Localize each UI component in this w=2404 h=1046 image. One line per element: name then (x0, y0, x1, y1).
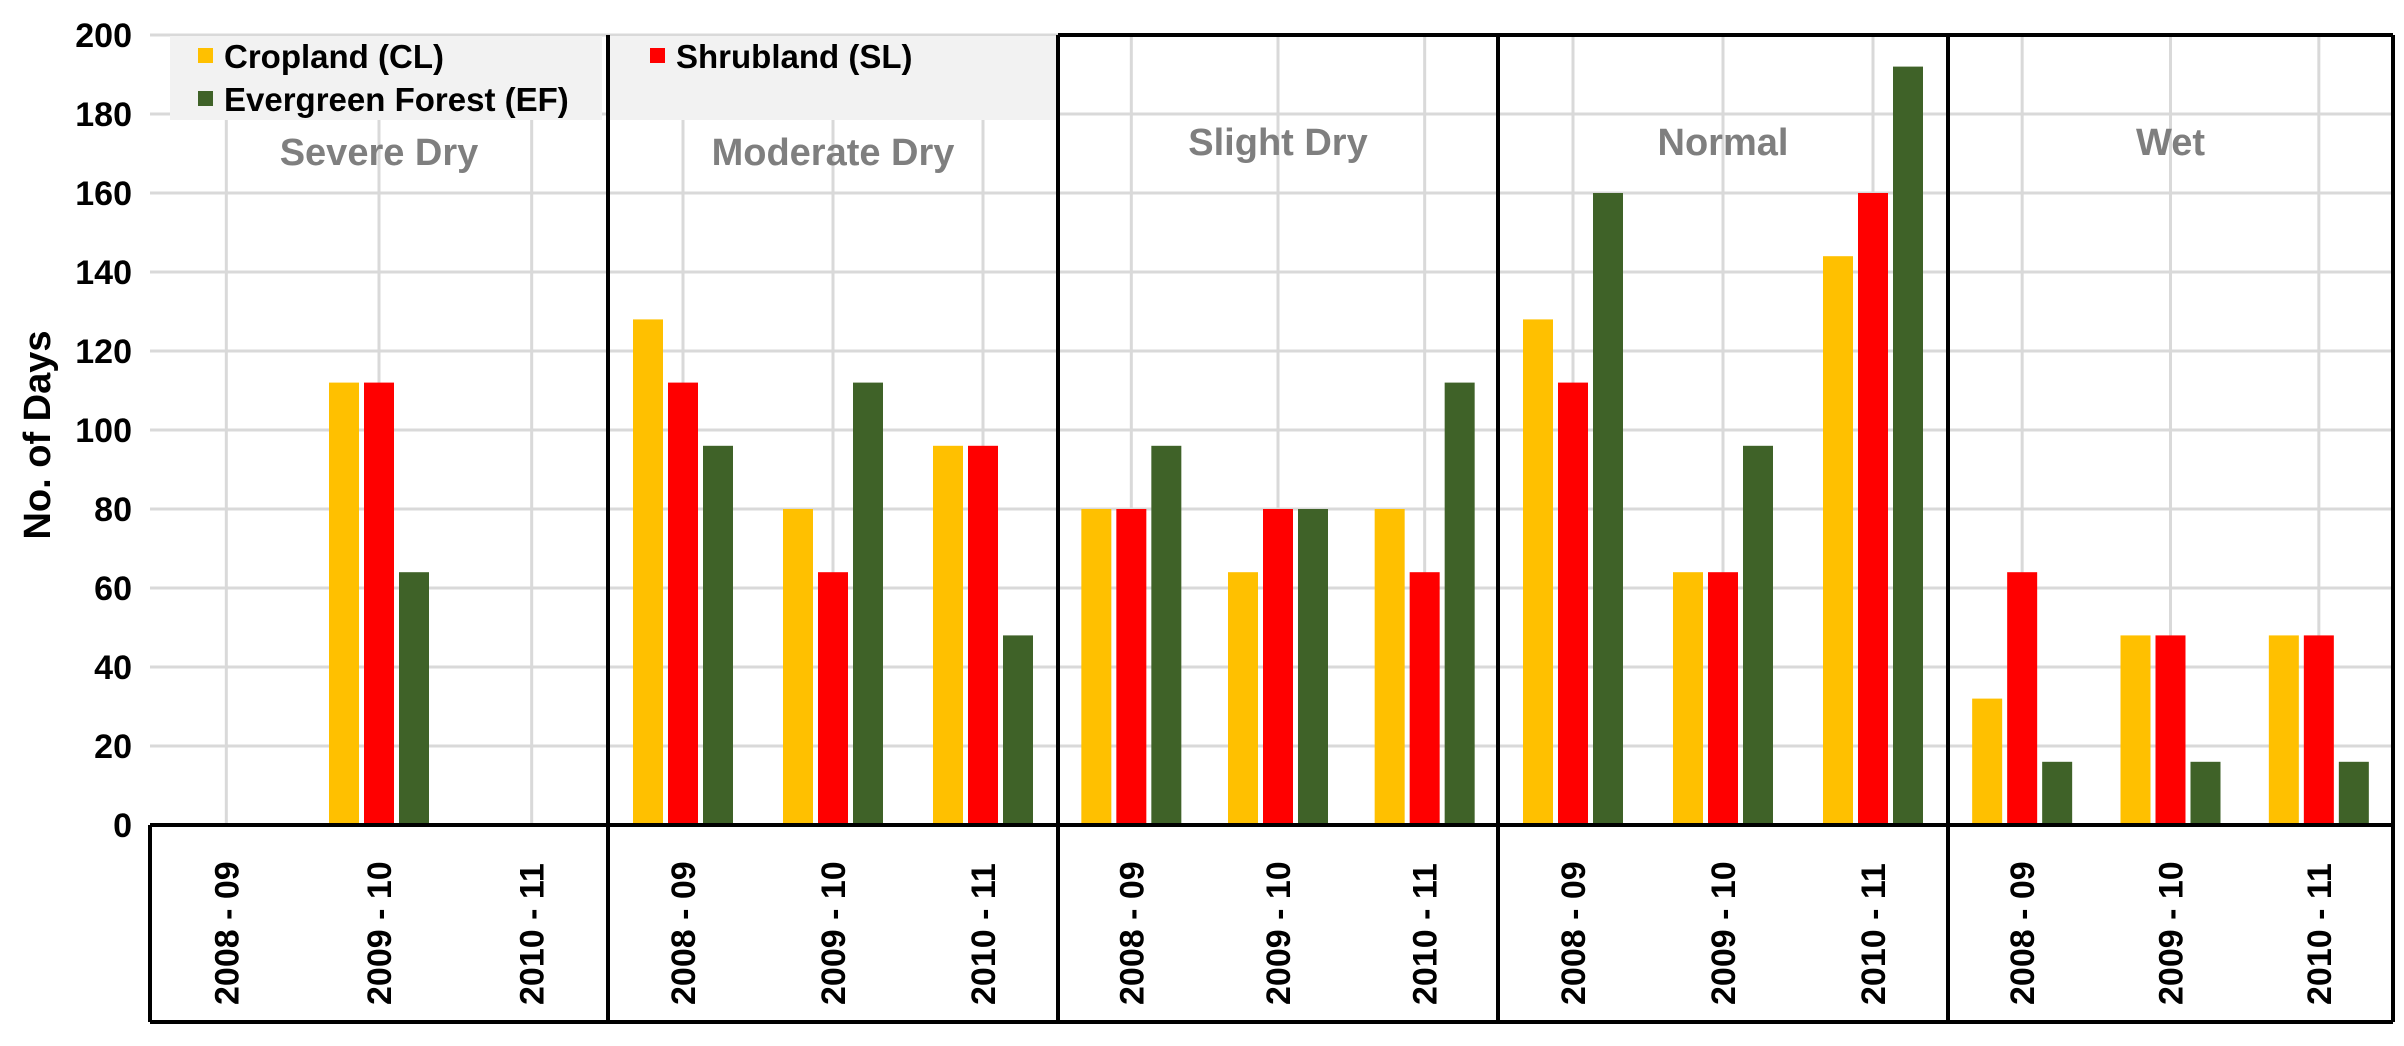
bar-wet-2009-10-evergreen-forest (2190, 761, 2221, 825)
panel-title-moderate-dry: Moderate Dry (712, 132, 955, 174)
panel-title-slight-dry: Slight Dry (1188, 122, 1367, 164)
bar-normal-2010-11-shrubland (1858, 193, 1888, 825)
legend-swatch-cropland (198, 48, 213, 63)
bar-normal-2008-09-evergreen-forest (1593, 193, 1623, 825)
x-tick-label: 2009 - 10 (361, 861, 399, 1005)
bar-normal-2008-09-cropland (1523, 319, 1553, 825)
y-axis: 0 20 40 60 80 100 120 140 160 180 200 (75, 17, 132, 845)
legend-swatch-shrubland (650, 48, 665, 63)
bar-slight-dry-2010-11-shrubland (1409, 572, 1440, 825)
x-tick-label: 2008 - 09 (1113, 861, 1151, 1005)
y-tick-label: 140 (75, 254, 132, 292)
x-tick-label: 2008 - 09 (1555, 861, 1593, 1005)
y-tick-label: 0 (113, 807, 132, 845)
panel-title-normal: Normal (1658, 122, 1789, 164)
bar-slight-dry-2009-10-evergreen-forest (1298, 509, 1328, 825)
x-tick-label: 2010 - 11 (514, 863, 552, 1005)
bar-moderate-dry-2010-11-cropland (933, 445, 963, 825)
legend: Cropland (CL) Shrubland (SL) Evergreen For… (198, 38, 912, 118)
legend-label-shrubland: Shrubland (SL) (676, 38, 912, 75)
x-tick-label: 2008 - 09 (2004, 861, 2042, 1005)
y-tick-label: 160 (75, 175, 132, 213)
y-tick-label: 80 (94, 491, 132, 529)
bar-moderate-dry-2010-11-evergreen-forest (1003, 635, 1033, 825)
legend-label-cropland: Cropland (CL) (224, 38, 444, 75)
y-tick-label: 60 (94, 570, 132, 608)
y-tick-label: 100 (75, 412, 132, 450)
bar-normal-2008-09-shrubland (1558, 382, 1588, 825)
y-tick-label: 20 (94, 728, 132, 766)
bar-normal-2009-10-evergreen-forest (1743, 445, 1773, 825)
x-tick-label: 2010 - 11 (2301, 863, 2339, 1005)
bar-wet-2010-11-shrubland (2303, 635, 2334, 825)
bar-slight-dry-2010-11-cropland (1374, 509, 1405, 825)
panel-frame (148, 33, 2395, 1024)
bar-severe-dry-2009-10-shrubland (364, 382, 394, 825)
bar-severe-dry-2009-10-cropland (329, 382, 359, 825)
bar-moderate-dry-2008-09-shrubland (668, 382, 698, 825)
legend-background (170, 36, 1058, 120)
x-tick-label: 2008 - 09 (665, 861, 703, 1005)
panel-title-severe-dry: Severe Dry (280, 132, 479, 174)
bar-moderate-dry-2009-10-cropland (783, 509, 813, 825)
y-tick-label: 200 (75, 17, 132, 55)
bar-moderate-dry-2010-11-shrubland (968, 445, 998, 825)
bar-wet-2008-09-cropland (1972, 698, 2003, 825)
y-tick-label: 180 (75, 96, 132, 134)
panel-titles: Severe Dry Moderate Dry Slight Dry Normal We… (280, 122, 2206, 174)
bar-moderate-dry-2008-09-cropland (633, 319, 663, 825)
bar-moderate-dry-2009-10-evergreen-forest (853, 382, 883, 825)
x-tick-label: 2009 - 10 (815, 861, 853, 1005)
bar-slight-dry-2009-10-shrubland (1263, 509, 1293, 825)
bar-wet-2010-11-cropland (2268, 635, 2299, 825)
x-tick-label: 2010 - 11 (965, 863, 1003, 1005)
legend-swatch-evergreen-forest (198, 91, 213, 106)
x-tick-label: 2008 - 09 (208, 861, 246, 1005)
bar-slight-dry-2009-10-cropland (1228, 572, 1258, 825)
x-tick-label: 2009 - 10 (2153, 861, 2191, 1005)
bar-wet-2010-11-evergreen-forest (2338, 761, 2369, 825)
bar-moderate-dry-2008-09-evergreen-forest (703, 445, 733, 825)
bar-normal-2009-10-cropland (1673, 572, 1703, 825)
x-tick-label: 2009 - 10 (1705, 861, 1743, 1005)
bar-slight-dry-2008-09-shrubland (1116, 509, 1147, 825)
x-tick-label: 2010 - 11 (1407, 863, 1445, 1005)
bar-slight-dry-2010-11-evergreen-forest (1444, 382, 1475, 825)
bar-wet-2008-09-shrubland (2007, 572, 2038, 825)
x-tick-labels: 2008 - 09 2009 - 10 2010 - 11 2008 - 09 2009… (208, 861, 2339, 1005)
x-tick-label: 2010 - 11 (1855, 863, 1893, 1005)
legend-box (170, 36, 602, 120)
bar-normal-2010-11-cropland (1823, 256, 1853, 825)
y-tick-label: 40 (94, 649, 132, 687)
y-tick-label: 120 (75, 333, 132, 371)
bar-normal-2009-10-shrubland (1708, 572, 1738, 825)
x-tick-label: 2009 - 10 (1260, 861, 1298, 1005)
bar-slight-dry-2008-09-cropland (1081, 509, 1112, 825)
legend-label-evergreen-forest: Evergreen Forest (EF) (224, 81, 569, 118)
bars (329, 66, 2369, 826)
bar-severe-dry-2009-10-evergreen-forest (399, 572, 429, 825)
bar-normal-2010-11-evergreen-forest (1893, 66, 1923, 826)
bar-slight-dry-2008-09-evergreen-forest (1151, 445, 1182, 825)
legend-box (608, 36, 1058, 120)
bar-moderate-dry-2009-10-shrubland (818, 572, 848, 825)
y-axis-label: No. of Days (17, 330, 59, 539)
bar-wet-2008-09-evergreen-forest (2042, 761, 2073, 825)
bar-wet-2009-10-cropland (2120, 635, 2151, 825)
panel-title-wet: Wet (2136, 122, 2205, 164)
bar-wet-2009-10-shrubland (2155, 635, 2186, 825)
